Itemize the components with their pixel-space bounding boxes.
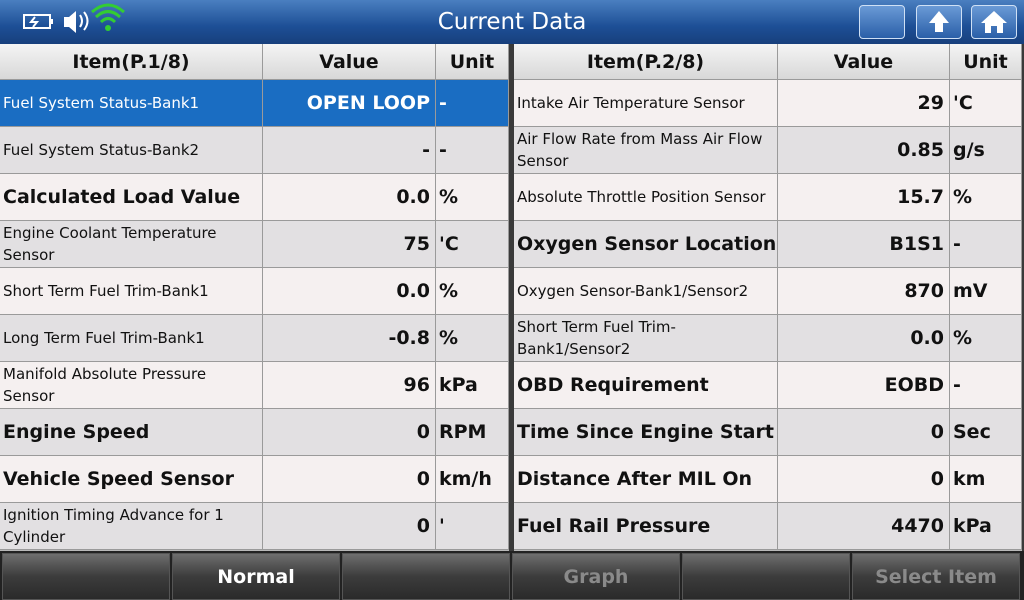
item-value[interactable]: -0.8: [263, 315, 436, 362]
item-value[interactable]: 0.0: [263, 268, 436, 315]
item-unit[interactable]: 'C: [950, 80, 1022, 127]
item-unit[interactable]: 'C: [436, 221, 509, 268]
item-name[interactable]: Distance After MIL On: [514, 456, 778, 503]
item-name[interactable]: Oxygen Sensor Location: [514, 221, 778, 268]
item-value[interactable]: 0: [263, 456, 436, 503]
item-value[interactable]: 15.7: [778, 174, 950, 221]
item-unit[interactable]: kPa: [950, 503, 1022, 550]
item-unit[interactable]: -: [950, 362, 1022, 409]
item-unit[interactable]: mV: [950, 268, 1022, 315]
item-value[interactable]: 96: [263, 362, 436, 409]
item-unit[interactable]: -: [436, 127, 509, 174]
item-value[interactable]: 29: [778, 80, 950, 127]
item-name[interactable]: Vehicle Speed Sensor: [0, 456, 263, 503]
data-table: Item(P.2/8) Value Unit Intake Air Temperatu…: [514, 44, 1022, 551]
item-unit[interactable]: km/h: [436, 456, 509, 503]
footer-bar: Normal Graph Select Item: [0, 551, 1024, 600]
item-value[interactable]: 0: [778, 456, 950, 503]
item-name[interactable]: Oxygen Sensor-Bank1/Sensor2: [514, 268, 778, 315]
title-bar: Current Data: [0, 0, 1024, 44]
item-value[interactable]: B1S1: [778, 221, 950, 268]
item-name[interactable]: Ignition Timing Advance for 1 Cylinder: [0, 503, 263, 550]
column-header: Item(P.2/8): [514, 44, 778, 80]
footer-button[interactable]: [682, 553, 850, 600]
item-name[interactable]: Fuel Rail Pressure: [514, 503, 778, 550]
item-name[interactable]: Fuel System Status-Bank1: [0, 80, 263, 127]
item-value[interactable]: 870: [778, 268, 950, 315]
item-value[interactable]: OPEN LOOP: [263, 80, 436, 127]
column-header: Value: [263, 44, 436, 80]
item-name[interactable]: Fuel System Status-Bank2: [0, 127, 263, 174]
column-header: Item(P.1/8): [0, 44, 263, 80]
item-unit[interactable]: -: [436, 80, 509, 127]
item-value[interactable]: EOBD: [778, 362, 950, 409]
item-value[interactable]: 0.0: [778, 315, 950, 362]
item-name[interactable]: Air Flow Rate from Mass Air Flow Sensor: [514, 127, 778, 174]
item-name[interactable]: Time Since Engine Start: [514, 409, 778, 456]
item-name[interactable]: Long Term Fuel Trim-Bank1: [0, 315, 263, 362]
item-unit[interactable]: -: [950, 221, 1022, 268]
item-unit[interactable]: %: [950, 174, 1022, 221]
item-name[interactable]: Engine Speed: [0, 409, 263, 456]
item-unit[interactable]: RPM: [436, 409, 509, 456]
item-name[interactable]: Short Term Fuel Trim-Bank1/Sensor2: [514, 315, 778, 362]
item-unit[interactable]: kPa: [436, 362, 509, 409]
item-value[interactable]: 75: [263, 221, 436, 268]
footer-button[interactable]: Select Item: [852, 553, 1020, 600]
column-header: Value: [778, 44, 950, 80]
item-unit[interactable]: %: [950, 315, 1022, 362]
item-unit[interactable]: Sec: [950, 409, 1022, 456]
column-header: Unit: [436, 44, 509, 80]
item-unit[interactable]: ': [436, 503, 509, 550]
item-value[interactable]: -: [263, 127, 436, 174]
item-unit[interactable]: %: [436, 315, 509, 362]
item-unit[interactable]: g/s: [950, 127, 1022, 174]
data-table: Item(P.1/8) Value Unit Fuel System Status-B…: [0, 44, 509, 551]
item-value[interactable]: 0: [263, 409, 436, 456]
item-value[interactable]: 4470: [778, 503, 950, 550]
item-unit[interactable]: %: [436, 268, 509, 315]
item-value[interactable]: 0.0: [263, 174, 436, 221]
screen-title: Current Data: [437, 9, 587, 35]
item-name[interactable]: Absolute Throttle Position Sensor: [514, 174, 778, 221]
save-button[interactable]: [859, 5, 905, 39]
footer-button[interactable]: Graph: [512, 553, 680, 600]
column-header: Unit: [950, 44, 1022, 80]
item-name[interactable]: Intake Air Temperature Sensor: [514, 80, 778, 127]
item-unit[interactable]: %: [436, 174, 509, 221]
up-button[interactable]: [916, 5, 962, 39]
footer-button[interactable]: Normal: [172, 553, 340, 600]
status-icons: [23, 3, 125, 33]
item-name[interactable]: Short Term Fuel Trim-Bank1: [0, 268, 263, 315]
home-button[interactable]: [971, 5, 1017, 39]
item-name[interactable]: Engine Coolant Temperature Sensor: [0, 221, 263, 268]
footer-button[interactable]: [342, 553, 510, 600]
item-name[interactable]: OBD Requirement: [514, 362, 778, 409]
footer-button[interactable]: [2, 553, 170, 600]
item-name[interactable]: Calculated Load Value: [0, 174, 263, 221]
item-name[interactable]: Manifold Absolute Pressure Sensor: [0, 362, 263, 409]
item-unit[interactable]: km: [950, 456, 1022, 503]
item-value[interactable]: 0: [263, 503, 436, 550]
item-value[interactable]: 0: [778, 409, 950, 456]
item-value[interactable]: 0.85: [778, 127, 950, 174]
